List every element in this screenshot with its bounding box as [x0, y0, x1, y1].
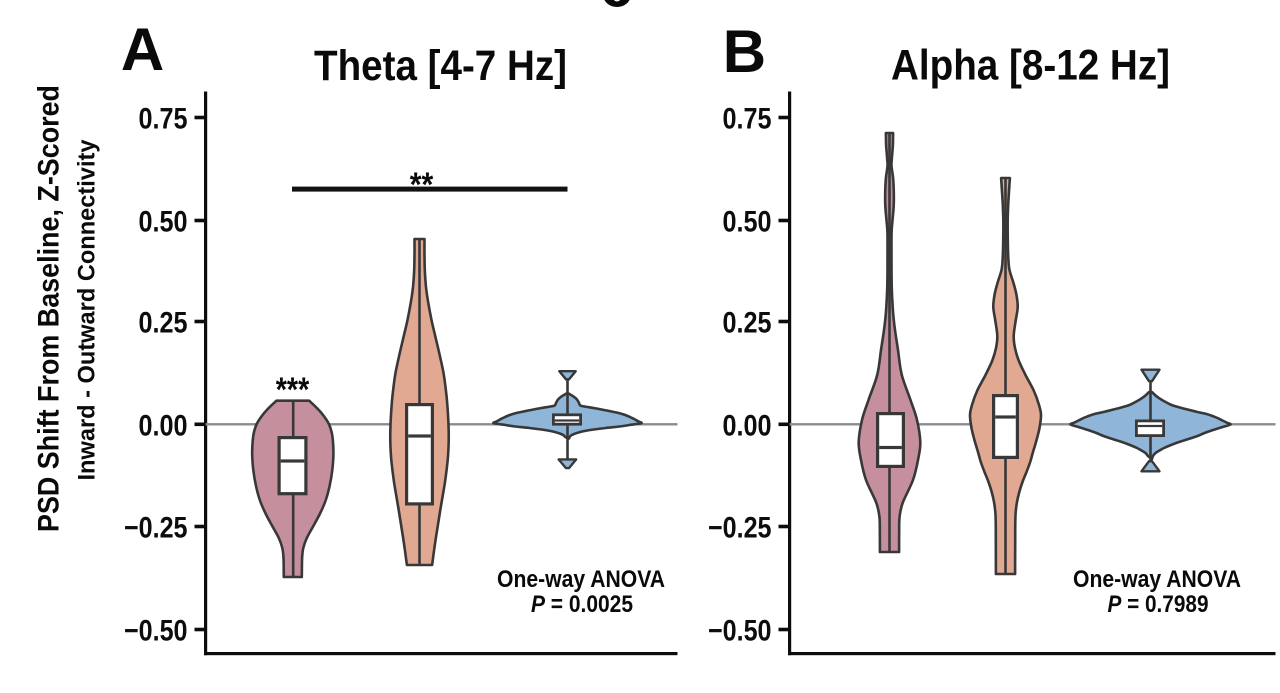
- svg-text:−0.25: −0.25: [124, 512, 188, 545]
- svg-text:0.00: 0.00: [139, 409, 188, 442]
- svg-text:P = 0.0025: P = 0.0025: [531, 591, 633, 618]
- svg-text:One-way ANOVA: One-way ANOVA: [497, 566, 665, 593]
- svg-text:−0.50: −0.50: [124, 615, 188, 648]
- svg-text:Alpha [8-12 Hz]: Alpha [8-12 Hz]: [891, 42, 1170, 90]
- svg-text:0.00: 0.00: [723, 409, 772, 442]
- svg-text:A: A: [121, 16, 164, 83]
- svg-text:One-way ANOVA: One-way ANOVA: [1073, 566, 1241, 593]
- svg-text:0.25: 0.25: [139, 307, 188, 340]
- svg-text:0.50: 0.50: [723, 206, 772, 239]
- svg-text:−0.25: −0.25: [708, 512, 772, 545]
- svg-text:B: B: [723, 18, 766, 85]
- svg-text:0.25: 0.25: [723, 307, 772, 340]
- svg-text:PSD Shift From Baseline, Z-Sco: PSD Shift From Baseline, Z-Scored: [33, 85, 66, 532]
- svg-text:−0.50: −0.50: [708, 615, 772, 648]
- svg-text:0.75: 0.75: [139, 103, 188, 136]
- svg-text:Inward - Outward Connectivity: Inward - Outward Connectivity: [74, 139, 101, 480]
- svg-text:Theta [4-7 Hz]: Theta [4-7 Hz]: [314, 42, 567, 90]
- svg-text:0.50: 0.50: [139, 206, 188, 239]
- svg-text:**: **: [410, 166, 434, 204]
- svg-text:P = 0.7989: P = 0.7989: [1108, 591, 1209, 618]
- svg-text:0.75: 0.75: [723, 103, 772, 136]
